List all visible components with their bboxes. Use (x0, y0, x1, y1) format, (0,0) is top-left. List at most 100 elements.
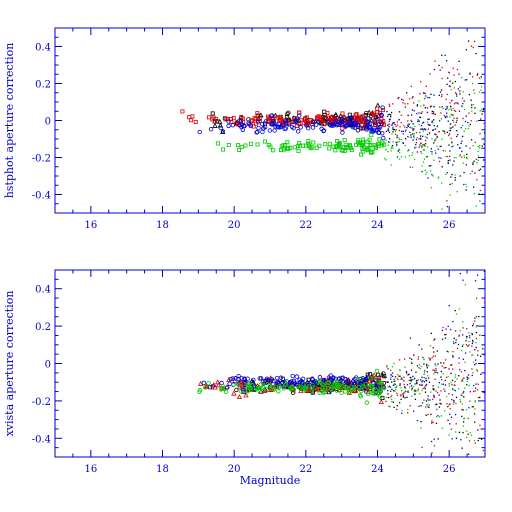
point-blue (435, 152, 437, 154)
point-green (323, 142, 328, 147)
point-red (198, 380, 204, 386)
point-red (452, 350, 454, 353)
point-green (378, 386, 384, 392)
point-blue (408, 123, 411, 125)
point-green (450, 108, 452, 110)
point-green (255, 385, 260, 390)
point-blue (466, 336, 468, 338)
point-red (447, 161, 449, 164)
point-black (435, 422, 438, 424)
point-black (480, 438, 483, 440)
point-blue (404, 106, 407, 108)
point-green (394, 387, 396, 389)
point-blue (462, 334, 464, 336)
point-blue (430, 440, 433, 443)
point-red (473, 89, 475, 91)
point-green (378, 394, 383, 399)
point-blue (395, 141, 397, 144)
point-black (390, 114, 392, 116)
point-blue (297, 377, 302, 383)
point-green (403, 124, 405, 127)
point-green (333, 148, 338, 153)
point-green (447, 375, 449, 378)
y-tick-label: -0.4 (32, 434, 51, 445)
point-blue (390, 374, 392, 376)
point-black (432, 385, 434, 387)
point-green (435, 137, 437, 140)
point-red (469, 147, 471, 149)
point-red (385, 381, 387, 383)
hstphot-panel: 16 18 20 22 24 26 -0.4 -0.2 0 0.2 0.4 hstphot apert… (3, 27, 486, 231)
point-green (452, 341, 455, 343)
point-red (386, 365, 388, 367)
point-red (378, 399, 384, 405)
point-blue (458, 357, 460, 359)
point-black (475, 52, 477, 55)
point-blue (363, 389, 369, 394)
point-black (432, 112, 435, 115)
point-green (285, 140, 290, 145)
point-red (479, 424, 481, 427)
point-green (358, 394, 364, 399)
point-green (291, 387, 297, 392)
point-red (431, 420, 433, 422)
point-black (440, 89, 443, 91)
point-red (226, 376, 232, 382)
point-red (362, 113, 367, 118)
point-black (399, 375, 401, 377)
point-green (398, 137, 400, 139)
point-green (349, 145, 354, 150)
point-blue (364, 127, 369, 132)
point-black (472, 163, 474, 166)
point-green (407, 391, 409, 393)
point-green (454, 174, 456, 176)
point-red (427, 128, 429, 130)
point-blue (405, 370, 408, 373)
y-tick-label: -0.4 (32, 191, 51, 202)
point-green (408, 386, 411, 388)
point-green (461, 76, 463, 79)
point-red (459, 401, 462, 403)
point-black (425, 400, 428, 402)
point-black (438, 94, 440, 96)
point-green (271, 148, 276, 153)
point-blue (473, 384, 475, 387)
point-red (448, 404, 450, 406)
point-black (466, 376, 468, 378)
point-black (474, 172, 476, 174)
point-green (314, 145, 319, 150)
point-blue (330, 123, 335, 128)
point-blue (275, 380, 281, 385)
point-blue (438, 381, 441, 384)
point-blue (447, 325, 449, 328)
point-black (459, 175, 461, 177)
point-green (271, 384, 276, 390)
y-tick-label: 0 (45, 117, 51, 128)
point-green (448, 130, 450, 132)
point-blue (387, 368, 389, 370)
point-blue (298, 125, 303, 130)
point-black (480, 76, 482, 78)
point-black (426, 371, 428, 373)
point-blue (242, 377, 248, 382)
point-red (474, 40, 476, 43)
point-green (441, 138, 443, 140)
point-blue (338, 118, 344, 124)
point-blue (423, 92, 425, 94)
point-red (475, 158, 478, 161)
point-black (220, 129, 226, 134)
point-green (449, 123, 451, 126)
point-red (448, 155, 451, 158)
point-black (419, 144, 421, 146)
point-red (446, 155, 448, 158)
point-blue (438, 394, 440, 396)
point-red (419, 131, 421, 133)
point-black (212, 122, 218, 128)
point-blue (446, 206, 448, 208)
point-red (476, 389, 479, 391)
point-red (471, 170, 473, 172)
point-black (458, 60, 460, 62)
point-red (206, 115, 211, 120)
point-red (474, 141, 476, 143)
point-green (475, 326, 477, 328)
